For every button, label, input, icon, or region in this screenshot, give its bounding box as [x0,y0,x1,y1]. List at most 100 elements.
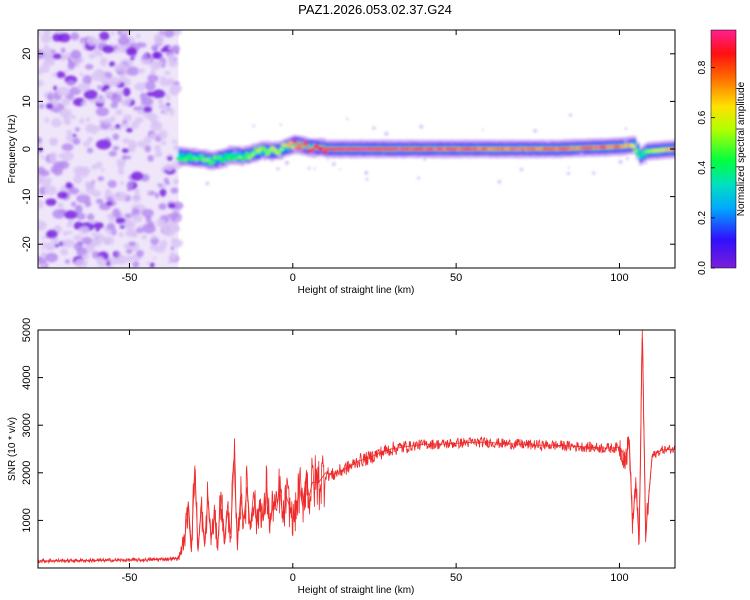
noise-blob [61,151,74,161]
noise-blob [66,129,73,135]
spectrogram-y-tick-label: 20 [21,48,33,60]
noise-blob [41,242,48,246]
ridge-speck [345,117,349,121]
ridge-halo-cell [632,142,637,148]
noise-blob [125,66,140,76]
ridge-speck [580,151,584,155]
noise-blob [118,232,124,238]
noise-blob [112,145,120,151]
spectrogram-panel: -50 0 50 100 -20 -10 0 10 20 Height of straight … [7,29,679,296]
noise-blob [83,140,90,148]
spectrogram-y-tick-label: 10 [21,95,33,107]
noise-blob [136,106,143,111]
noise-blob [126,249,133,254]
ridge-speck [481,128,484,131]
ridge-core-cell [226,157,231,161]
noise-blob [64,69,69,74]
ridge-halo-cell [260,147,265,154]
noise-blob [39,103,45,109]
noise-blob [63,118,72,125]
ridge-halo-cell [305,143,310,149]
snr-y-tick-label: 4000 [21,365,33,389]
noise-blob [98,119,103,124]
spectrogram-x-label: Height of straight line (km) [298,285,415,296]
noise-blob [64,210,78,220]
noise-blob [66,221,73,228]
noise-blob [115,124,121,130]
noise-blob [122,114,133,122]
ridge-halo-cell [302,143,307,150]
ridge-core-cell [210,160,215,164]
noise-blob [38,147,43,153]
noise-blob [159,78,172,87]
colorbar-tick-label: 0.2 [697,211,708,225]
noise-blob [83,89,98,100]
ridge-halo-cell [289,142,294,149]
noise-blob [114,63,129,74]
ridge-halo-cell [188,154,193,161]
noise-blob [115,252,121,256]
noise-blob [145,81,156,91]
ridge-halo-cell [234,152,238,159]
ridge-speck [252,124,256,128]
ridge-speck [624,127,628,130]
noise-blob [112,208,121,219]
noise-blob [132,261,140,268]
ridge-speck [566,171,571,176]
noise-blob [110,93,122,104]
noise-blob [38,79,44,87]
snr-line [38,330,675,562]
snr-y-tick-label: 2000 [21,461,33,485]
noise-blob [109,115,116,123]
ridge-core-cell [297,142,302,147]
noise-blob [150,133,157,140]
noise-blob [74,127,81,132]
noise-blob [81,101,87,106]
noise-blob [55,71,66,79]
ridge-speck [433,147,436,150]
ridge-speck [423,157,427,161]
noise-blob [151,235,157,240]
ridge-core-cell [292,140,298,144]
noise-blob [147,74,159,83]
noise-blob [149,262,155,268]
noise-blob [144,144,152,153]
noise-blob [122,87,131,97]
noise-blob [158,203,167,210]
ridge-core-cell [299,146,305,150]
snr-y-tick-label: 5000 [21,318,33,342]
noise-blob [130,56,135,61]
noise-blob [95,51,104,57]
noise-blob [70,114,76,120]
ridge-speck [547,140,550,143]
noise-blob [137,140,146,148]
noise-blob [102,236,115,246]
noise-blob [140,42,147,48]
noise-blob [91,180,95,184]
noise-blob [117,168,125,175]
noise-blob [44,185,57,196]
noise-blob [138,224,144,229]
noise-blob [169,109,175,116]
noise-blob [172,178,179,185]
ridge-halo-cell [181,153,186,159]
noise-blob [106,196,114,202]
noise-blob [54,243,59,248]
noise-blob [162,222,169,230]
noise-blob [146,261,150,265]
ridge-core-cell [304,143,309,147]
ridge-speck [625,157,629,161]
ridge-core-cell [256,149,261,153]
noise-blob [143,106,153,113]
noise-blob [166,181,170,185]
noise-blob [118,30,129,36]
ridge-halo-cell [675,146,679,151]
ridge-speck [618,159,623,164]
snr-x-tick-label: 50 [450,572,462,584]
noise-blob [119,181,124,186]
noise-blob [135,227,144,234]
noise-blob [73,242,83,251]
noise-blob [49,137,59,145]
ridge-core-cell [228,153,234,157]
ridge-halo-cell [237,152,242,158]
